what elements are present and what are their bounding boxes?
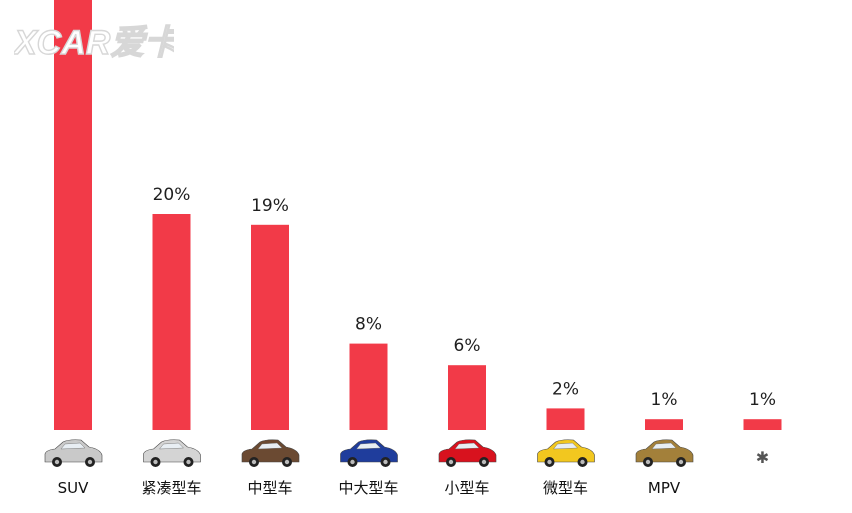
bar bbox=[152, 214, 191, 430]
car-icon bbox=[438, 439, 497, 467]
bar bbox=[54, 0, 92, 430]
car-icons-group: ✱ bbox=[44, 439, 769, 467]
value-label: 1% bbox=[749, 390, 776, 410]
bar bbox=[645, 419, 683, 430]
car-icon: ✱ bbox=[756, 448, 769, 467]
bar bbox=[251, 224, 289, 430]
value-label: 1% bbox=[651, 390, 678, 410]
value-label: 20% bbox=[153, 185, 191, 205]
car-icon bbox=[537, 439, 595, 467]
category-label: 中型车 bbox=[247, 479, 292, 497]
bars-group bbox=[54, 0, 782, 430]
car-icon bbox=[143, 439, 201, 467]
car-icon bbox=[241, 439, 300, 467]
category-label: 中大型车 bbox=[338, 479, 398, 497]
value-labels-group: 20% 19% 8% 6% 2% 1% 1% bbox=[153, 185, 776, 410]
value-label: 6% bbox=[454, 336, 481, 356]
category-label: 微型车 bbox=[543, 479, 588, 497]
value-label: 2% bbox=[552, 379, 579, 399]
category-labels-group: SUV 紧凑型车 中型车 中大型车 小型车 微型车 MPV bbox=[58, 479, 681, 497]
category-label: 紧凑型车 bbox=[141, 479, 201, 497]
watermark-text: XCAR爱卡 bbox=[14, 24, 174, 62]
category-label: 小型车 bbox=[444, 479, 489, 497]
value-label: 8% bbox=[355, 315, 382, 335]
category-label: MPV bbox=[648, 479, 681, 497]
glyph-icon: ✱ bbox=[756, 448, 769, 467]
bar bbox=[546, 408, 585, 430]
car-icon bbox=[635, 439, 694, 467]
category-label: SUV bbox=[58, 479, 90, 497]
bar bbox=[743, 419, 782, 430]
car-icon bbox=[340, 439, 398, 467]
watermark-logo: XCAR爱卡 bbox=[11, 22, 182, 70]
bar bbox=[448, 365, 486, 430]
car-icon bbox=[44, 439, 103, 467]
bar bbox=[349, 343, 388, 430]
value-label: 19% bbox=[251, 196, 289, 216]
